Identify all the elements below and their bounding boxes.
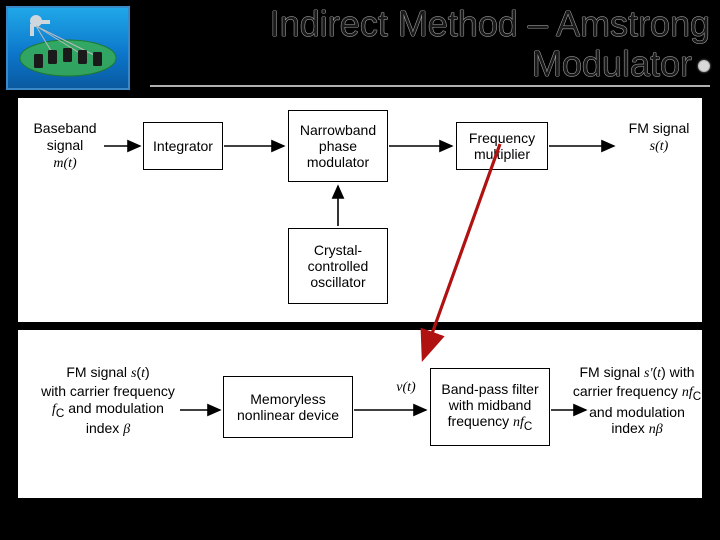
panel-bottom: FM signal s(t) with carrier frequency fC… <box>18 330 702 498</box>
block-crystal-osc-label: Crystal-controlledoscillator <box>308 242 369 290</box>
block-integrator: Integrator <box>143 122 223 170</box>
block-bpf-label: Band-pass filterwith midbandfrequency nf… <box>441 381 538 433</box>
title-underline <box>150 85 710 87</box>
block-integrator-label: Integrator <box>153 138 213 154</box>
signal-fm-out-p2: FM signal s'(t) with carrier frequency n… <box>572 364 702 439</box>
logo <box>6 6 130 90</box>
title-line-2: Modulator <box>150 44 710 84</box>
title-line-2-text: Modulator <box>532 43 692 84</box>
block-nbpm-label: Narrowbandphasemodulator <box>300 122 376 170</box>
panel-top: Baseband signal m(t) Integrator Narrowba… <box>18 98 702 322</box>
block-nbpm: Narrowbandphasemodulator <box>288 110 388 182</box>
block-freq-multiplier-label: Frequencymultiplier <box>469 130 535 162</box>
block-bpf: Band-pass filterwith midbandfrequency nf… <box>430 368 550 446</box>
signal-fm-out: FM signal s(t) <box>618 120 700 156</box>
title-bullet-icon <box>698 60 710 72</box>
block-memoryless: Memorylessnonlinear device <box>223 376 353 438</box>
signal-fm-in-p2: FM signal s(t) with carrier frequency fC… <box>20 364 196 439</box>
block-freq-multiplier: Frequencymultiplier <box>456 122 548 170</box>
block-memoryless-label: Memorylessnonlinear device <box>237 391 339 423</box>
signal-baseband-label: Baseband signal <box>33 120 96 153</box>
slide-title: Indirect Method – Amstrong Modulator <box>150 4 710 87</box>
signal-fm-out-label: FM signal <box>629 120 690 136</box>
title-line-1: Indirect Method – Amstrong <box>150 4 710 44</box>
signal-fm-out-math: s(t) <box>650 139 669 154</box>
signal-vt: v(t) <box>384 380 428 397</box>
logo-illustration <box>8 8 128 88</box>
signal-baseband: Baseband signal m(t) <box>24 120 106 172</box>
signal-baseband-math: m(t) <box>53 156 76 171</box>
slide: Indirect Method – Amstrong Modulator Bas… <box>0 0 720 540</box>
block-crystal-osc: Crystal-controlledoscillator <box>288 228 388 304</box>
